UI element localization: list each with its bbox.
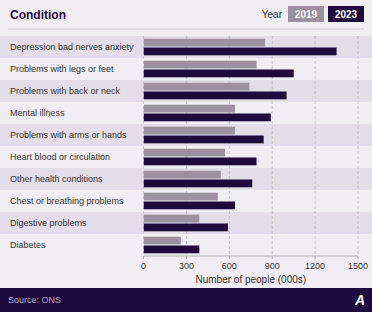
category-label: Other health conditions bbox=[10, 174, 103, 184]
grid-line bbox=[272, 36, 273, 256]
footer bbox=[0, 288, 372, 312]
grid-line bbox=[229, 36, 230, 256]
bar bbox=[144, 48, 337, 56]
grid-line bbox=[358, 36, 359, 256]
bar bbox=[144, 237, 181, 245]
category-label: Problems with back or neck bbox=[10, 86, 121, 96]
bars bbox=[144, 39, 337, 254]
bar bbox=[144, 202, 235, 210]
background bbox=[0, 0, 372, 312]
bar bbox=[144, 39, 266, 47]
row-band bbox=[0, 80, 372, 102]
bar bbox=[144, 158, 257, 166]
category-label: Problems with arms or hands bbox=[10, 130, 127, 140]
tick-label: 0 bbox=[141, 261, 146, 271]
bar bbox=[144, 92, 287, 100]
axis-line bbox=[144, 256, 358, 257]
bar bbox=[144, 105, 235, 113]
title: Condition bbox=[10, 8, 66, 22]
bar bbox=[144, 193, 218, 201]
annotation: A bbox=[354, 292, 365, 308]
bar bbox=[144, 61, 257, 69]
divider bbox=[8, 29, 364, 30]
bar bbox=[144, 215, 200, 223]
tick-label: 1500 bbox=[348, 261, 368, 271]
category-label: Problems with legs or feet bbox=[10, 64, 114, 74]
bar bbox=[144, 171, 221, 179]
category-label: Chest or breathing problems bbox=[10, 196, 124, 206]
axis-label: Number of people (000s) bbox=[195, 274, 306, 285]
row-band bbox=[0, 168, 372, 190]
category-labels: Depression bad nerves anxiety Problems wi… bbox=[0, 36, 372, 250]
bar bbox=[144, 127, 235, 135]
row-band bbox=[0, 212, 372, 234]
x-axis: 0 300 600 900 1200 1500 bbox=[141, 36, 368, 271]
source: Source: ONS bbox=[8, 295, 61, 305]
category-label: Diabetes bbox=[10, 240, 46, 250]
row-band bbox=[0, 124, 372, 146]
chart: Condition Year 2019 2023 Depression bad nerv… bbox=[0, 0, 372, 312]
row-band bbox=[0, 36, 372, 58]
category-label: Depression bad nerves anxiety bbox=[10, 42, 134, 52]
legend-entry: 2019 bbox=[295, 9, 318, 20]
bar bbox=[144, 114, 271, 122]
bar bbox=[144, 70, 294, 78]
tick-label: 900 bbox=[265, 261, 280, 271]
category-label: Digestive problems bbox=[10, 218, 87, 228]
grid-line bbox=[315, 36, 316, 256]
bar bbox=[144, 149, 225, 157]
category-label: Heart blood or circulation bbox=[10, 152, 110, 162]
bar bbox=[144, 224, 228, 232]
grid-line bbox=[186, 36, 187, 256]
bar bbox=[144, 180, 253, 188]
legend-title: Year bbox=[262, 9, 283, 20]
tick-label: 300 bbox=[179, 261, 194, 271]
bar bbox=[144, 136, 264, 144]
category-label: Mental illness bbox=[10, 108, 65, 118]
legend-entry: 2023 bbox=[335, 9, 358, 20]
tick-label: 1200 bbox=[305, 261, 325, 271]
bar bbox=[144, 246, 200, 254]
legend-swatch bbox=[288, 6, 324, 22]
bar bbox=[144, 83, 250, 91]
legend-swatch bbox=[328, 6, 364, 22]
grid-line bbox=[143, 36, 144, 256]
tick-label: 600 bbox=[222, 261, 237, 271]
